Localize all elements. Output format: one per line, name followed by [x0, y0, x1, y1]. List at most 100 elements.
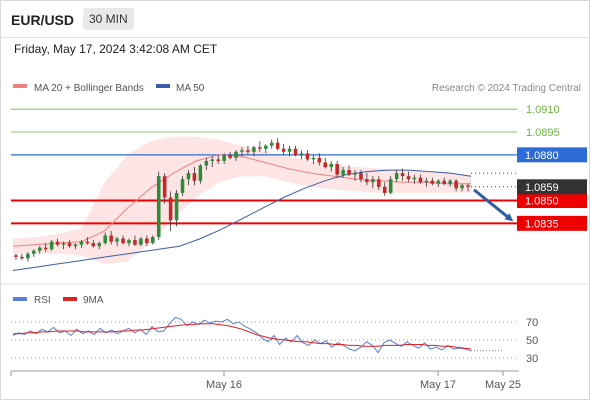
candle	[168, 191, 173, 231]
last-price-label: 1.0859	[525, 182, 559, 194]
candle	[335, 160, 339, 178]
candle	[347, 165, 351, 177]
candle	[55, 238, 60, 247]
candle-body	[305, 153, 310, 160]
level-label-1.0895: 1.0895	[526, 127, 560, 139]
candle-body	[347, 170, 351, 175]
candle	[311, 154, 316, 164]
candle	[20, 253, 24, 260]
candle-body	[103, 235, 107, 244]
candle	[115, 237, 119, 247]
candle-body	[156, 176, 161, 238]
candle	[216, 154, 220, 164]
candle-body	[400, 173, 405, 177]
candle-body	[436, 180, 441, 184]
candle-body	[412, 177, 417, 180]
candle-body	[371, 179, 375, 183]
candle	[73, 243, 78, 250]
candle-body	[26, 253, 30, 259]
candle-body	[353, 173, 357, 175]
candle	[121, 235, 125, 245]
candle	[67, 240, 72, 248]
rsi-ma-line	[13, 323, 472, 350]
candle-body	[180, 179, 185, 193]
candle	[139, 237, 143, 247]
ma50-legend-label: MA 50	[176, 83, 205, 94]
candle-body	[228, 154, 232, 158]
bollinger-band	[13, 136, 471, 265]
candle	[258, 141, 262, 152]
candle	[14, 253, 18, 260]
ma50-legend-swatch	[156, 84, 170, 88]
candle	[412, 174, 417, 184]
rsi-tick-30: 30	[526, 353, 538, 365]
candle-body	[335, 163, 339, 175]
candle-body	[460, 185, 464, 189]
candle-body	[234, 151, 238, 158]
candle	[252, 145, 256, 157]
level-label-1.0880: 1.0880	[525, 150, 559, 162]
candle	[371, 176, 375, 189]
candle-body	[382, 186, 387, 193]
candle	[162, 173, 167, 204]
candle-body	[115, 238, 119, 242]
candle-body	[394, 173, 399, 180]
candle-body	[127, 240, 131, 244]
candle-body	[275, 142, 280, 149]
candle-body	[14, 255, 18, 257]
candle	[97, 241, 102, 250]
candle	[460, 183, 464, 192]
candle	[103, 232, 107, 245]
candle-body	[252, 147, 256, 152]
candle-body	[287, 148, 292, 152]
candle-body	[430, 180, 435, 184]
rsi-ma-legend-swatch	[63, 297, 77, 301]
rsi-tick-50: 50	[526, 335, 538, 347]
candle-body	[91, 243, 96, 247]
candle-body	[388, 179, 393, 193]
candle-body	[329, 163, 334, 168]
candle	[49, 240, 54, 251]
chart-header: EUR/USD 30 MIN	[1, 1, 589, 38]
candle-body	[139, 238, 143, 245]
candle	[287, 145, 292, 157]
candle	[359, 170, 363, 183]
candle	[305, 150, 310, 161]
candle-body	[20, 256, 24, 259]
candle	[234, 150, 238, 161]
candle	[388, 176, 393, 195]
candle	[222, 153, 226, 164]
candle	[329, 160, 334, 172]
candle-body	[168, 197, 173, 221]
candle-body	[121, 238, 125, 244]
candle-body	[293, 148, 298, 155]
candle	[180, 176, 185, 196]
level-label-1.0850: 1.0850	[525, 196, 559, 208]
candle	[424, 177, 429, 187]
candle-body	[174, 192, 179, 221]
candle	[454, 179, 458, 192]
candle	[91, 240, 96, 248]
candle-body	[145, 238, 149, 244]
candle-body	[216, 159, 220, 161]
candle-body	[448, 180, 452, 184]
ma50-line	[12, 169, 472, 271]
candle-body	[264, 145, 268, 149]
candle-body	[341, 170, 345, 175]
candle	[353, 170, 357, 181]
candle	[293, 145, 298, 157]
x-tick-label-0: May 16	[206, 379, 242, 391]
candle	[61, 241, 66, 250]
candle-body	[85, 241, 90, 244]
candle	[150, 235, 155, 245]
candle	[275, 138, 280, 151]
candle	[85, 237, 90, 245]
candle-body	[466, 185, 470, 187]
ma20-legend-swatch	[13, 84, 27, 88]
timeframe-button[interactable]: 30 MIN	[83, 8, 134, 30]
candle	[204, 157, 209, 171]
candle	[377, 176, 381, 190]
candle	[192, 167, 197, 186]
candle	[133, 235, 137, 247]
candle	[109, 230, 113, 245]
